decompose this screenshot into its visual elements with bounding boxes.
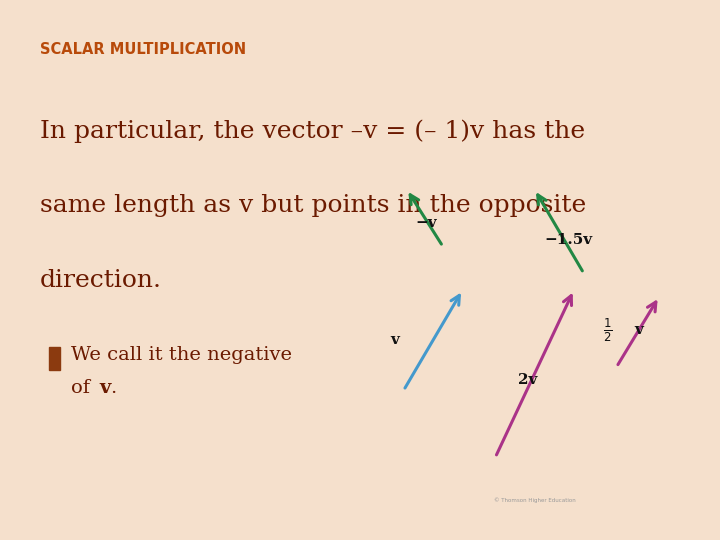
Text: SCALAR MULTIPLICATION: SCALAR MULTIPLICATION [40,42,246,57]
Text: −v: −v [415,216,436,230]
Text: In particular, the vector –v = (– 1)v has the: In particular, the vector –v = (– 1)v ha… [40,119,585,143]
Bar [49,347,60,369]
Text: $\frac{1}{2}$: $\frac{1}{2}$ [603,316,613,344]
Text: v: v [390,333,400,347]
Text: same length as v but points in the opposite: same length as v but points in the oppos… [40,194,586,217]
Text: direction.: direction. [40,269,161,292]
Text: .: . [110,379,117,397]
Text: v: v [634,323,644,337]
Text: −1.5v: −1.5v [544,233,593,247]
Text: © Thomson Higher Education: © Thomson Higher Education [494,497,575,503]
Text: v: v [99,379,111,397]
Text: We call it the negative: We call it the negative [71,346,292,364]
Text: of: of [71,379,96,397]
Text: 2v: 2v [518,373,538,387]
